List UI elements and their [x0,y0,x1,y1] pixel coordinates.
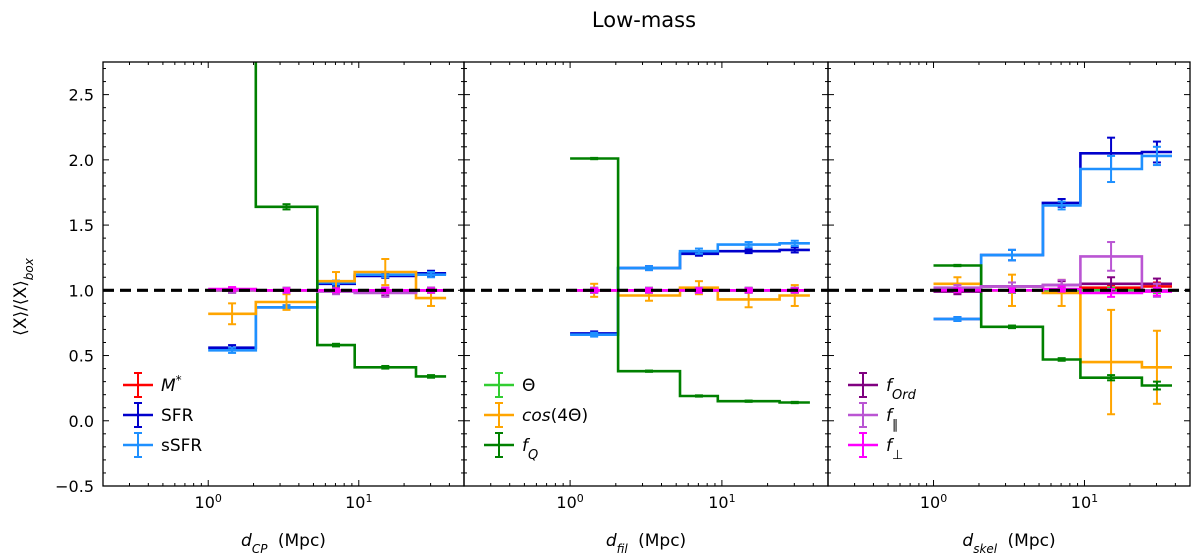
figure-title: Low-mass [592,8,696,32]
legend-entry-fpar: f∥ [848,402,899,433]
legend-dskel: fOrd f∥ f⊥ [848,372,917,463]
series-dskel [933,136,1172,416]
x-axis-title: dfil (Mpc) [606,531,686,553]
y-tick-label: 0.0 [69,412,94,431]
legend-label: f⊥ [886,436,903,463]
x-axis-title: dCP (Mpc) [241,531,326,553]
panel-frame [463,61,829,487]
legend-label: SFR [161,406,194,426]
legend-entry-fQ: fQ [484,432,538,463]
legend-entry-ford: fOrd [848,372,917,403]
legend-entry-SFR: SFR [123,402,194,428]
legend-label: M* [161,373,182,396]
panel-dCP: 100 101 dCP (Mpc) M* SFR sSFR [102,61,465,553]
legend-entry-M: M* [123,372,182,398]
series-dfil [570,156,810,405]
step-line-fQ [570,157,810,404]
panel-dskel: 100 101 dskel (Mpc) fOrd f∥ f⊥ [827,61,1191,553]
legend-entry-sSFR: sSFR [123,432,202,458]
legend-label: fQ [522,436,538,463]
step-line-fQ [254,62,447,378]
x-tick-label: 101 [1071,492,1098,513]
legend-label: Θ [522,376,535,396]
legend-label: cos(4Θ) [522,406,588,426]
y-tick-label: −0.5 [55,477,94,496]
x-axis-title: dskel (Mpc) [962,531,1055,553]
panel-frame [827,61,1191,487]
y-tick-label: 0.5 [69,347,94,366]
legend-label: sSFR [161,436,202,456]
legend-entry-cos: cos(4Θ) [484,402,588,428]
step-line-fpar [933,255,1172,292]
legend-label: fOrd [886,376,917,403]
x-tick-label: 100 [195,492,222,513]
y-axis-title: ⟨X⟩/⟨X⟩box [11,257,36,336]
legend-entry-theta: Θ [484,372,535,398]
y-tick-labels: −0.5 0.0 0.5 1.0 1.5 2.0 2.5 [55,86,94,496]
y-tick-label: 2.0 [69,151,94,170]
legend-entry-fperp: f⊥ [848,432,903,463]
step-line-cos [933,282,1172,369]
legend-label: f∥ [886,406,899,433]
y-tick-label: 1.5 [69,216,94,235]
panels: 100 101 dCP (Mpc) M* SFR sSFR 100 101 dfil (Mpc)… [102,61,1191,553]
ticks-dfil [463,62,829,487]
x-tick-label: 101 [345,492,372,513]
x-tick-label: 100 [920,492,947,513]
step-line-sSFR [933,154,1172,321]
x-tick-label: 100 [556,492,583,513]
y-tick-label: 1.0 [69,281,94,300]
series-dCP [208,62,447,379]
x-tick-label: 101 [708,492,735,513]
legend-dCP: M* SFR sSFR [123,372,202,458]
step-line-SFR [208,272,447,349]
y-tick-label: 2.5 [69,86,94,105]
